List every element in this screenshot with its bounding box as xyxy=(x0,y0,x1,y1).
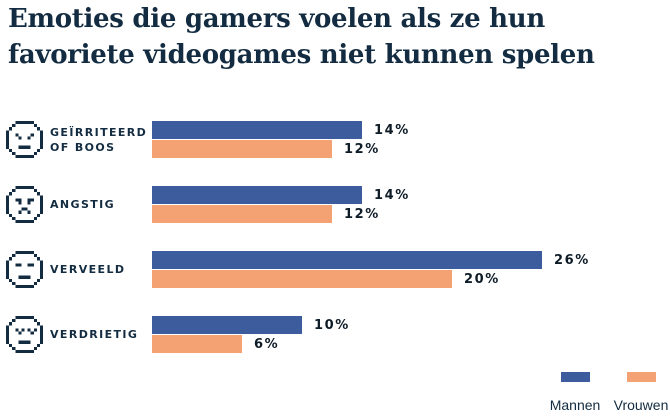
bar-vrouwen-verveeld xyxy=(152,270,452,288)
category-label-line: VERVEELD xyxy=(50,263,126,276)
legend-label: Mannen xyxy=(549,397,601,413)
category-label: VERVEELD xyxy=(50,251,125,288)
legend: Mannen Vrouwen xyxy=(546,372,670,413)
sad-face-icon xyxy=(6,316,43,353)
category-row-angstig: ANGSTIG 14% 12% xyxy=(0,186,670,223)
legend-item-vrouwen: Vrouwen xyxy=(612,372,670,413)
bar-mannen-angstig xyxy=(152,186,362,204)
legend-item-mannen: Mannen xyxy=(546,372,604,413)
category-label-line: GEÏRRITEERD xyxy=(50,125,148,139)
bar-mannen-verveeld xyxy=(152,251,542,269)
category-row-verveeld: VERVEELD 26% 20% xyxy=(0,251,670,288)
category-label: VERDRIETIG xyxy=(50,316,138,353)
bar-mannen-verdrietig xyxy=(152,316,302,334)
legend-swatch-vrouwen xyxy=(626,372,656,382)
value-label-vrouwen-verdrietig: 6% xyxy=(254,337,280,352)
category-row-geirriteerd-of-boos: GEÏRRITEERD OF BOOS 14% 12% xyxy=(0,121,670,158)
bar-mannen-geirriteerd-of-boos xyxy=(152,121,362,139)
value-label-mannen-verdrietig: 10% xyxy=(314,318,350,333)
anxious-face-icon xyxy=(6,186,43,223)
category-label: GEÏRRITEERD OF BOOS xyxy=(50,121,147,158)
value-label-vrouwen-angstig: 12% xyxy=(344,207,380,222)
legend-swatch-mannen xyxy=(560,372,590,382)
category-label-line: VERDRIETIG xyxy=(50,328,139,341)
bar-vrouwen-geirriteerd-of-boos xyxy=(152,140,332,158)
category-label-line: OF BOOS xyxy=(50,140,116,154)
angry-face-icon xyxy=(6,121,43,158)
category-label: ANGSTIG xyxy=(50,186,115,223)
chart-title: Emoties die gamers voelen als ze hun fav… xyxy=(8,4,595,70)
value-label-mannen-geirriteerd-of-boos: 14% xyxy=(374,123,410,138)
value-label-mannen-verveeld: 26% xyxy=(554,253,590,268)
category-label-line: ANGSTIG xyxy=(50,198,116,211)
bar-vrouwen-verdrietig xyxy=(152,335,242,353)
category-row-verdrietig: VERDRIETIG 10% 6% xyxy=(0,316,670,353)
legend-label: Vrouwen xyxy=(613,397,669,413)
value-label-mannen-angstig: 14% xyxy=(374,188,410,203)
bored-face-icon xyxy=(6,251,43,288)
bar-vrouwen-angstig xyxy=(152,205,332,223)
value-label-vrouwen-verveeld: 20% xyxy=(464,272,500,287)
value-label-vrouwen-geirriteerd-of-boos: 12% xyxy=(344,142,380,157)
